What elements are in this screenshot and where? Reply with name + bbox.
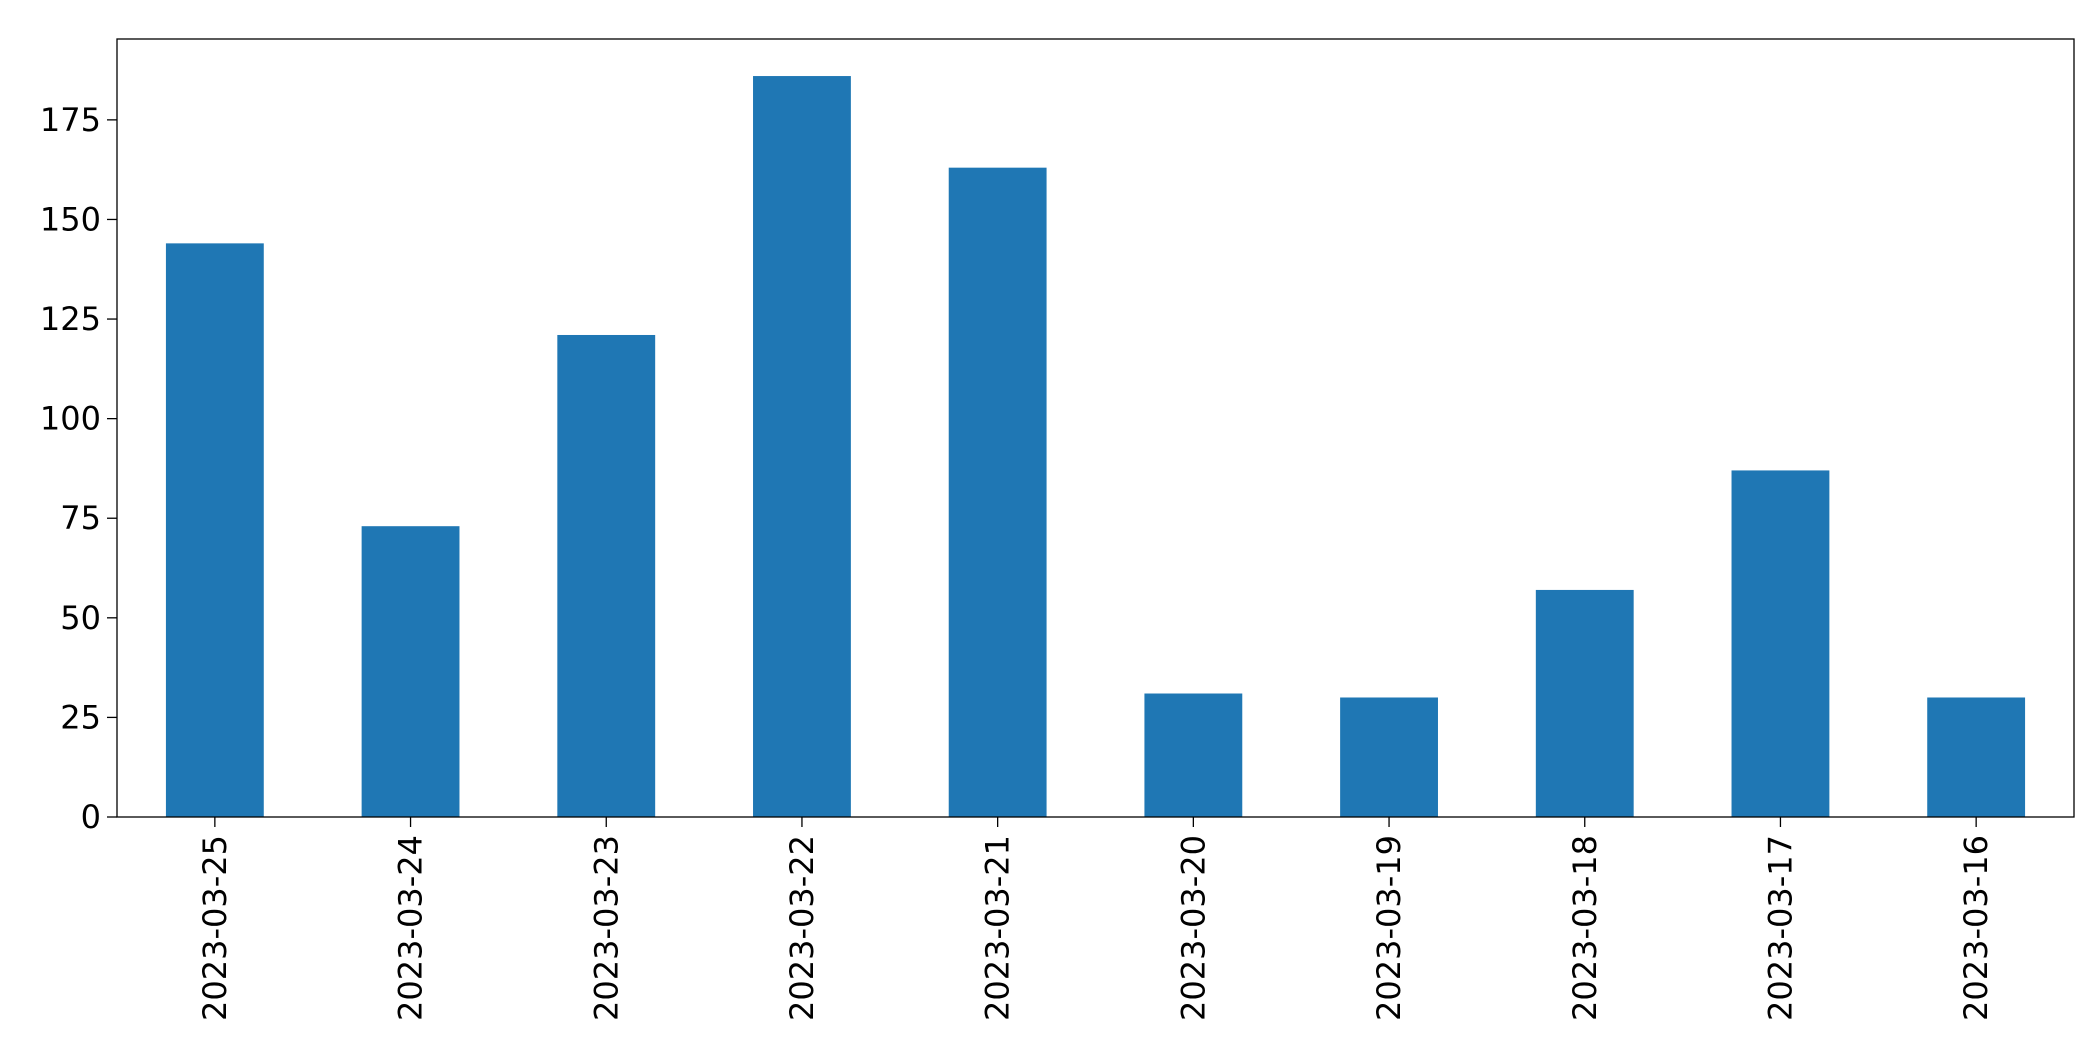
bar (1340, 697, 1438, 817)
y-tick-label: 0 (81, 798, 101, 836)
x-tick-label: 2023-03-17 (1761, 835, 1799, 1021)
x-tick-label: 2023-03-21 (979, 835, 1017, 1021)
bar (1535, 589, 1634, 817)
bar (557, 334, 656, 817)
y-tick-label: 175 (40, 101, 101, 139)
x-tick-label: 2023-03-24 (392, 835, 430, 1021)
x-tick-label: 2023-03-25 (196, 835, 234, 1021)
bar (1927, 697, 2026, 817)
y-tick-label: 50 (60, 599, 101, 637)
bar (753, 76, 851, 818)
bar (361, 526, 460, 817)
bar (1144, 693, 1243, 817)
x-tick-label: 2023-03-19 (1370, 835, 1408, 1021)
x-tick-label: 2023-03-16 (1957, 835, 1995, 1021)
bar (1731, 470, 1830, 817)
x-tick-label: 2023-03-18 (1566, 835, 1604, 1021)
x-tick-label: 2023-03-23 (587, 835, 625, 1021)
x-tick-label: 2023-03-22 (783, 835, 821, 1021)
y-tick-label: 75 (60, 499, 101, 537)
y-tick-label: 125 (40, 300, 101, 338)
y-tick-label: 150 (40, 200, 101, 238)
y-tick-label: 100 (40, 400, 101, 438)
axes-frame (116, 38, 2075, 818)
bar (948, 167, 1047, 817)
y-tick-label: 25 (60, 698, 101, 736)
bar (165, 243, 264, 818)
x-tick-label: 2023-03-20 (1174, 835, 1212, 1021)
